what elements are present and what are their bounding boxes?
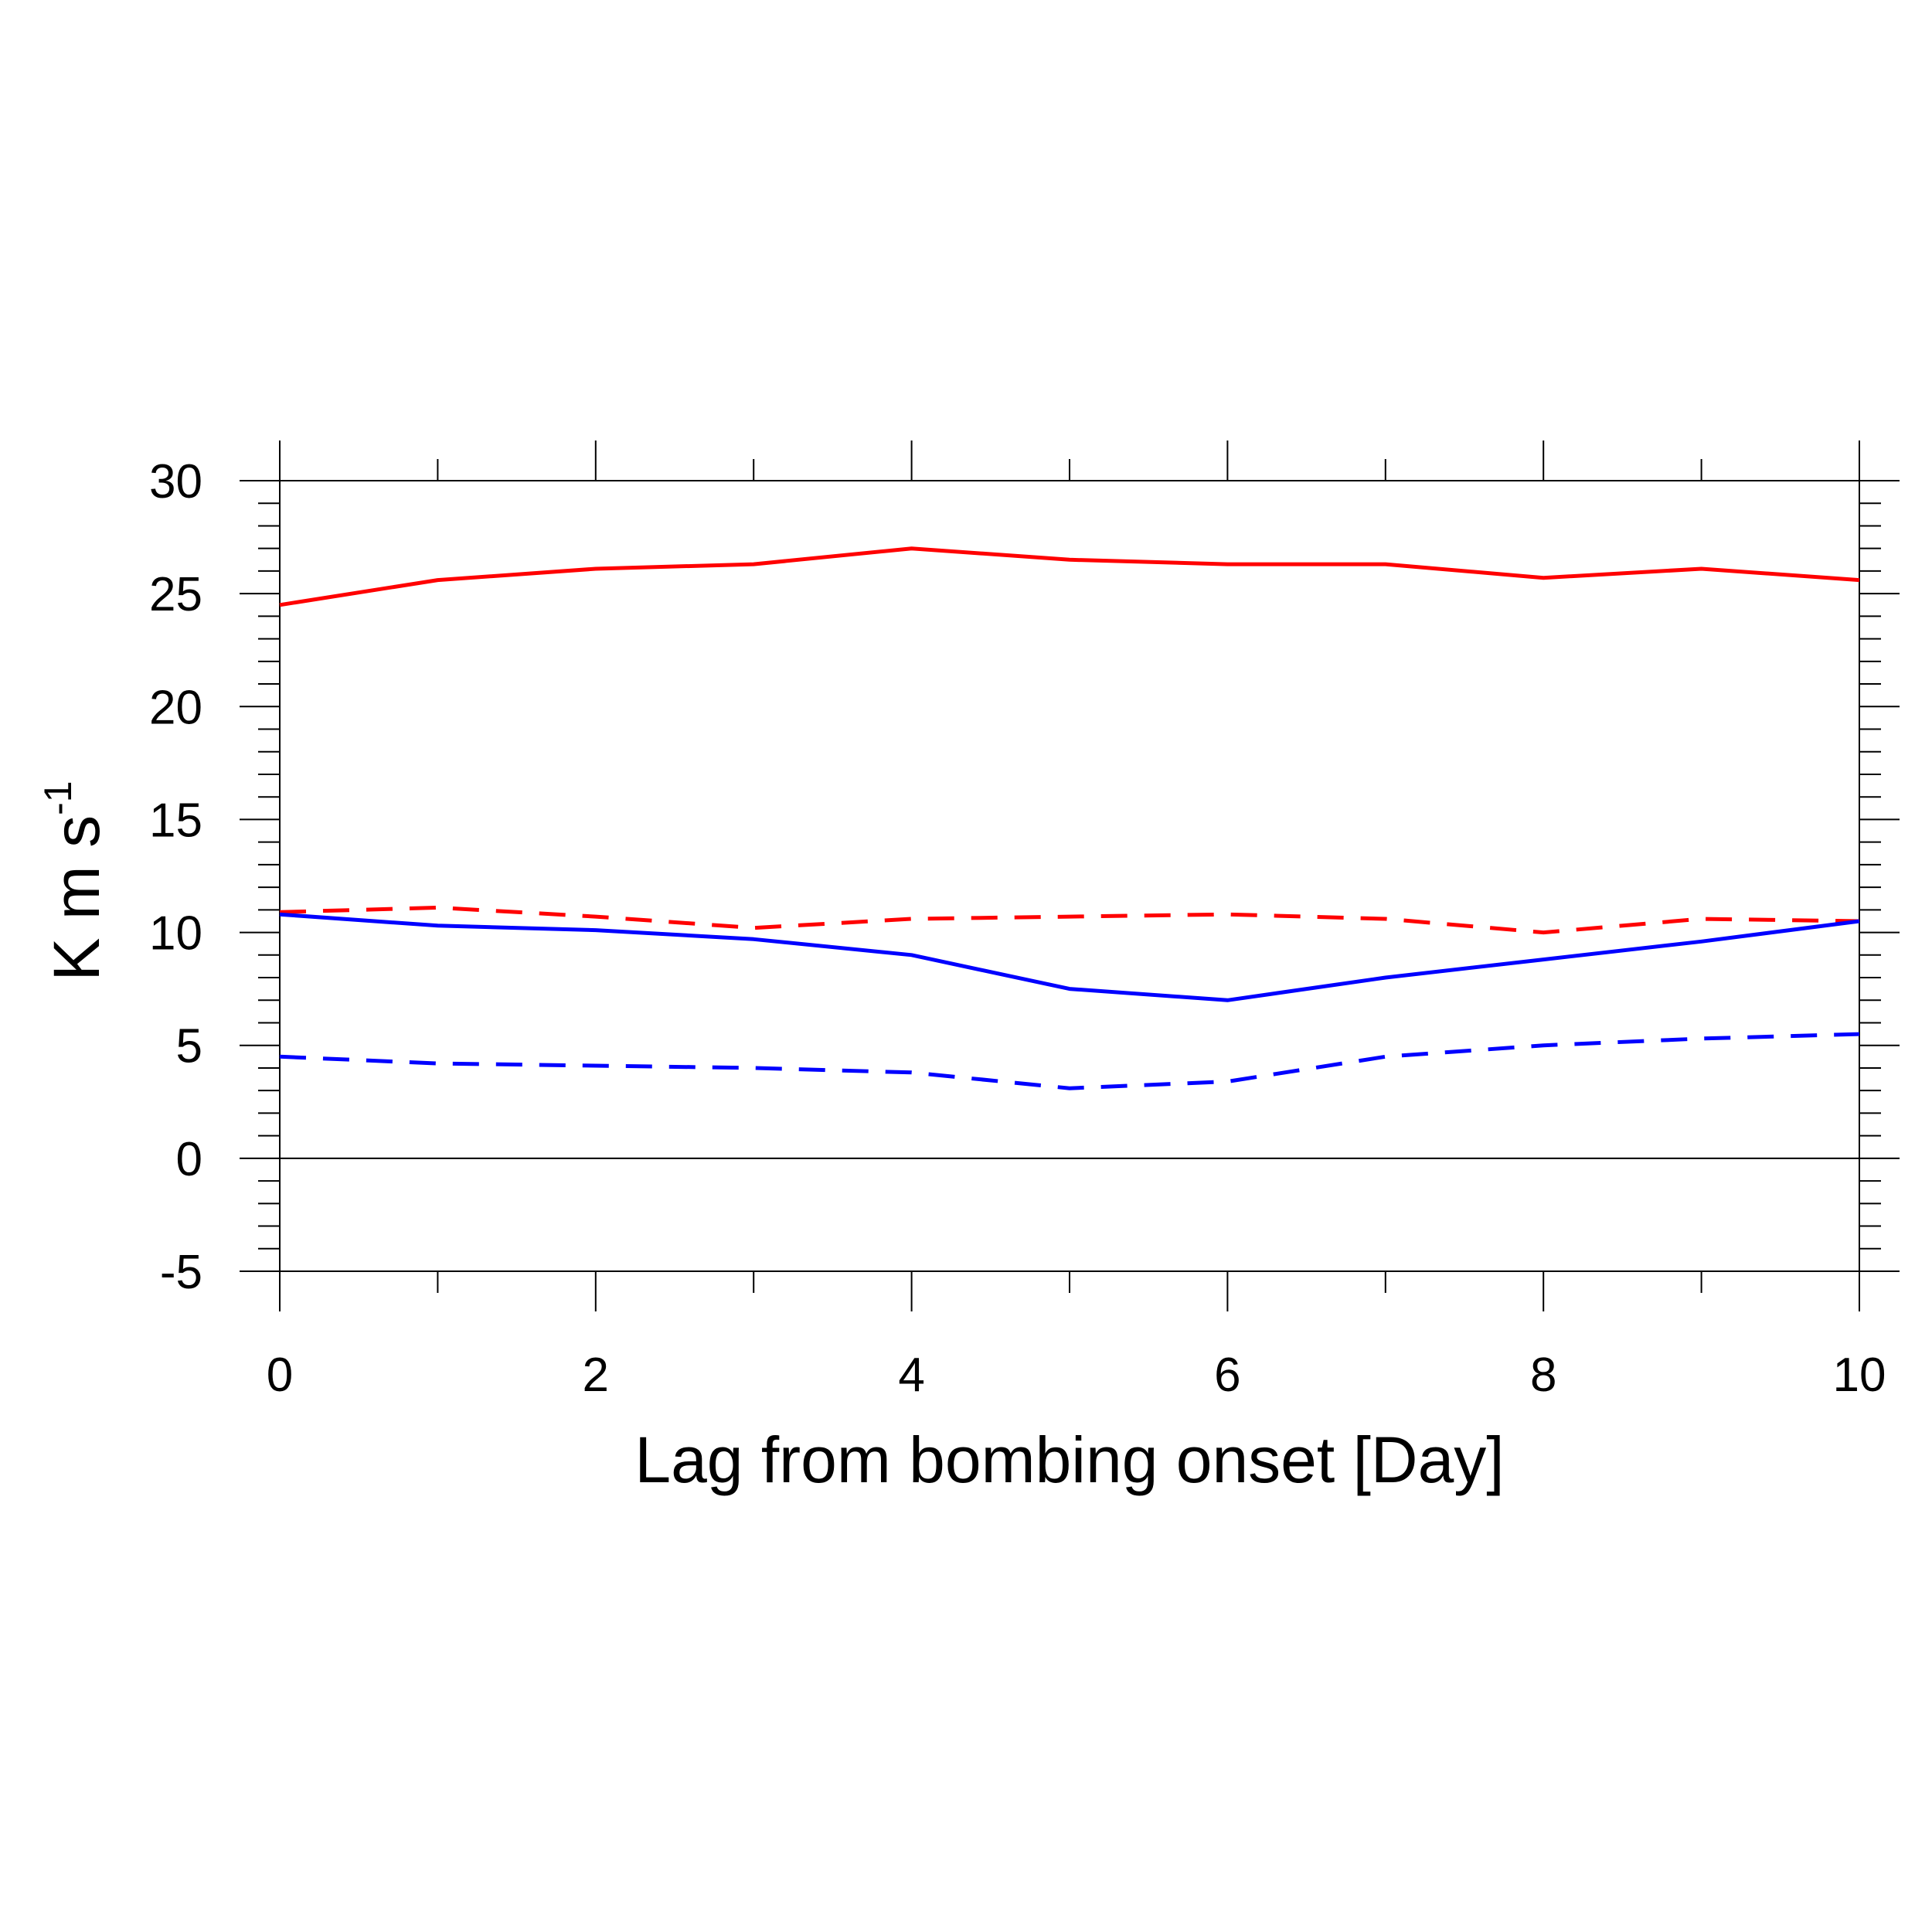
- y-tick-label: 10: [149, 907, 202, 961]
- y-tick-label: 30: [149, 455, 202, 509]
- x-tick-label: 0: [267, 1349, 293, 1402]
- y-axis-title-superscript: -1: [36, 781, 80, 815]
- tick-labels: 0 2 4 6 8 10 -5 0 5 10 15 20 25 30: [149, 455, 1886, 1402]
- axes-frame: [240, 440, 1900, 1311]
- y-axis-title: K m s-1: [36, 781, 113, 981]
- series-line-4: [279, 1032, 1860, 1090]
- x-tick-label: 10: [1833, 1349, 1886, 1402]
- series-line-1: [279, 546, 1860, 607]
- y-tick-label: 0: [176, 1133, 202, 1186]
- series-line-2: [279, 905, 1860, 935]
- y-tick-label: 20: [149, 681, 202, 734]
- y-axis-title-base: K m s: [40, 815, 113, 981]
- series-line-3: [279, 912, 1860, 1002]
- x-tick-label: 6: [1214, 1349, 1240, 1402]
- y-tick-label: 5: [176, 1020, 202, 1073]
- y-tick-label: 25: [149, 568, 202, 621]
- x-tick-label: 2: [583, 1349, 609, 1402]
- series-lines: [279, 546, 1860, 1090]
- x-tick-label: 4: [898, 1349, 924, 1402]
- y-tick-label: -5: [160, 1246, 202, 1299]
- y-tick-label: 15: [149, 794, 202, 847]
- plot-border: [279, 480, 1860, 1272]
- x-tick-label: 8: [1530, 1349, 1556, 1402]
- x-axis-title: Lag from bombing onset [Day]: [634, 1423, 1504, 1496]
